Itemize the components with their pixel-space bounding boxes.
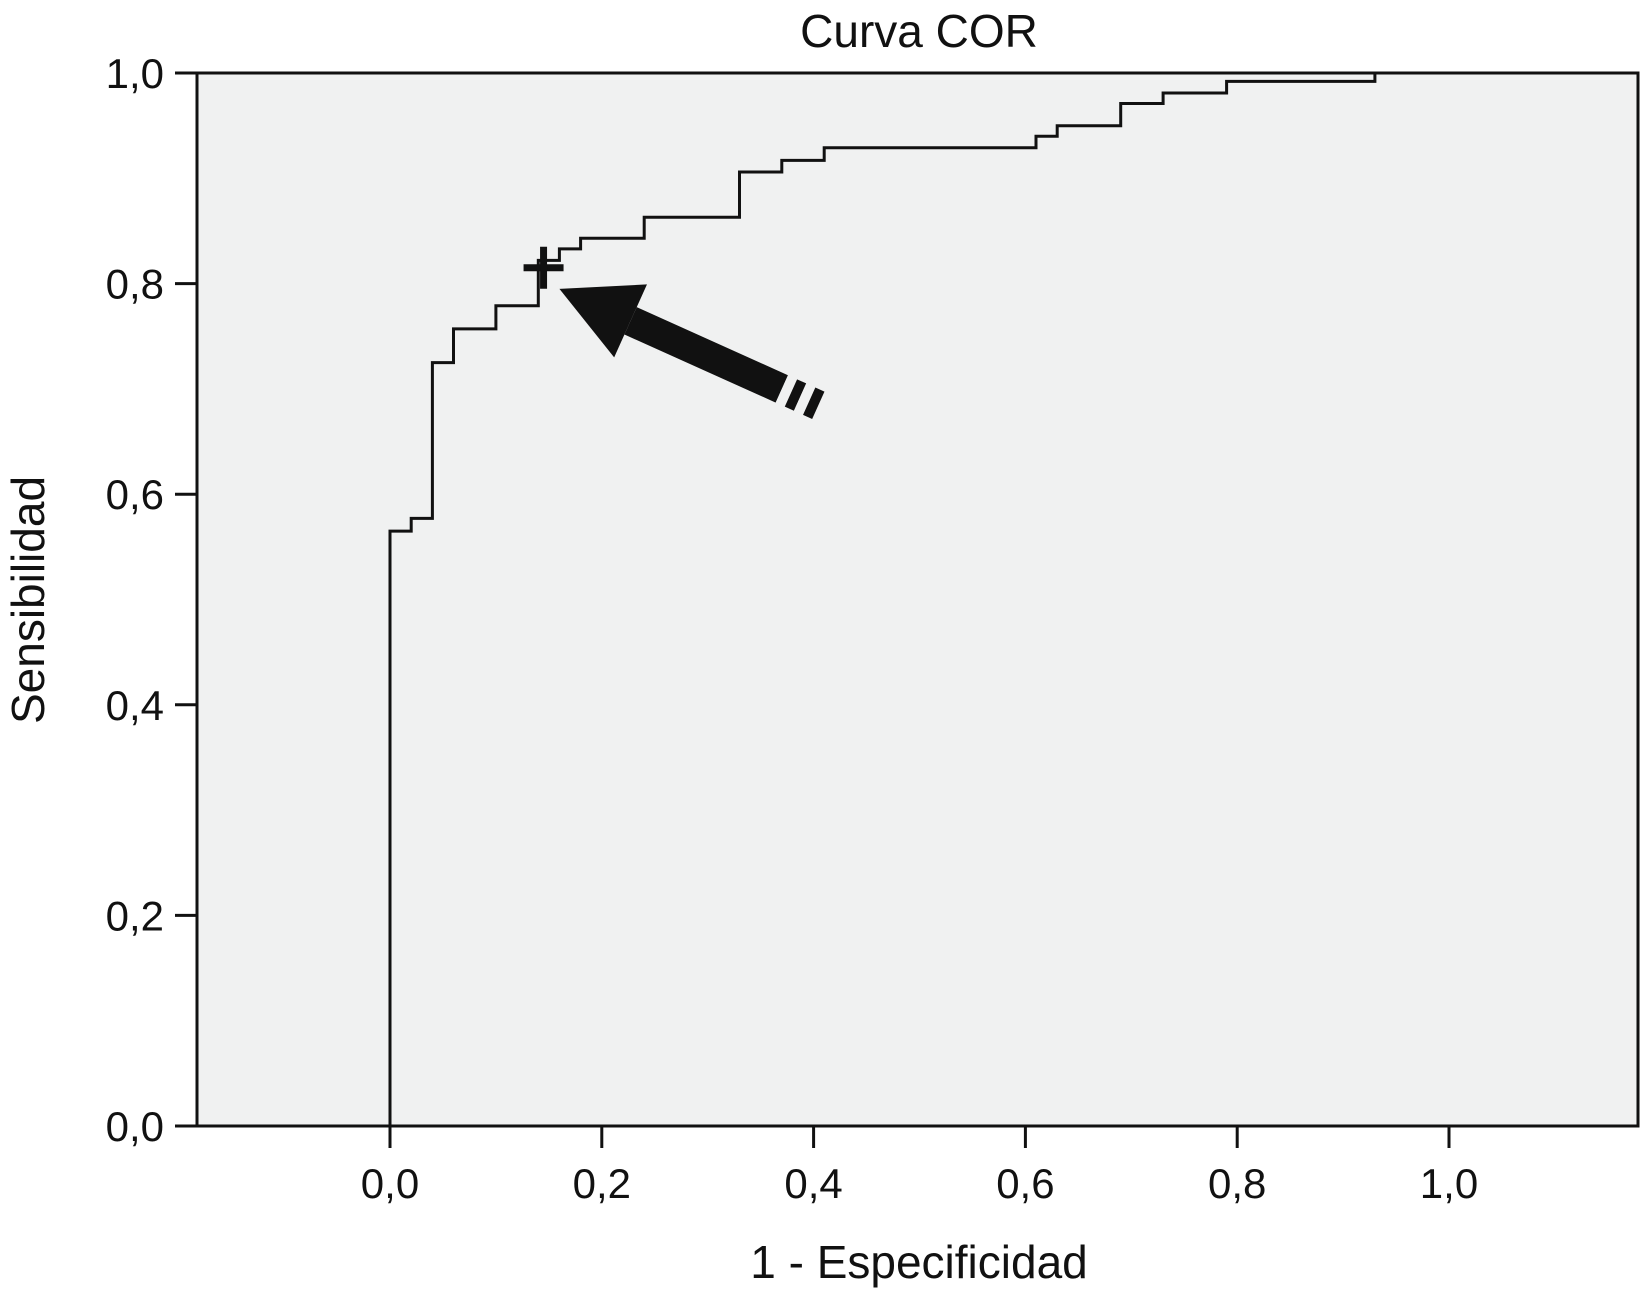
chart-title: Curva COR <box>800 5 1038 57</box>
x-tick-label: 0,8 <box>1208 1160 1266 1207</box>
y-tick-label: 0,0 <box>106 1103 164 1150</box>
x-axis-label: 1 - Especificidad <box>750 1236 1088 1288</box>
x-tick-label: 1,0 <box>1420 1160 1478 1207</box>
x-tick-label: 0,0 <box>361 1160 419 1207</box>
x-tick-label: 0,6 <box>996 1160 1054 1207</box>
y-tick-label: 0,2 <box>106 892 164 939</box>
pointer-arrow <box>559 284 825 419</box>
y-tick-label: 0,8 <box>106 261 164 308</box>
roc-curve-line <box>388 73 1377 1126</box>
cutoff-point-marker <box>523 246 564 289</box>
x-axis: 0,0 0,2 0,4 0,6 0,8 1,0 <box>361 1126 1478 1207</box>
x-tick-label: 0,4 <box>784 1160 842 1207</box>
y-axis: 0,0 0,2 0,4 0,6 0,8 1,0 <box>106 50 197 1150</box>
y-tick-label: 0,6 <box>106 471 164 518</box>
y-tick-label: 1,0 <box>106 50 164 97</box>
plot-area <box>195 71 1640 1128</box>
x-tick-label: 0,2 <box>573 1160 631 1207</box>
y-tick-label: 0,4 <box>106 682 164 729</box>
annotation-layer <box>523 246 825 419</box>
roc-curve-layer <box>388 73 1377 1126</box>
y-axis-label: Sensibilidad <box>2 476 54 724</box>
